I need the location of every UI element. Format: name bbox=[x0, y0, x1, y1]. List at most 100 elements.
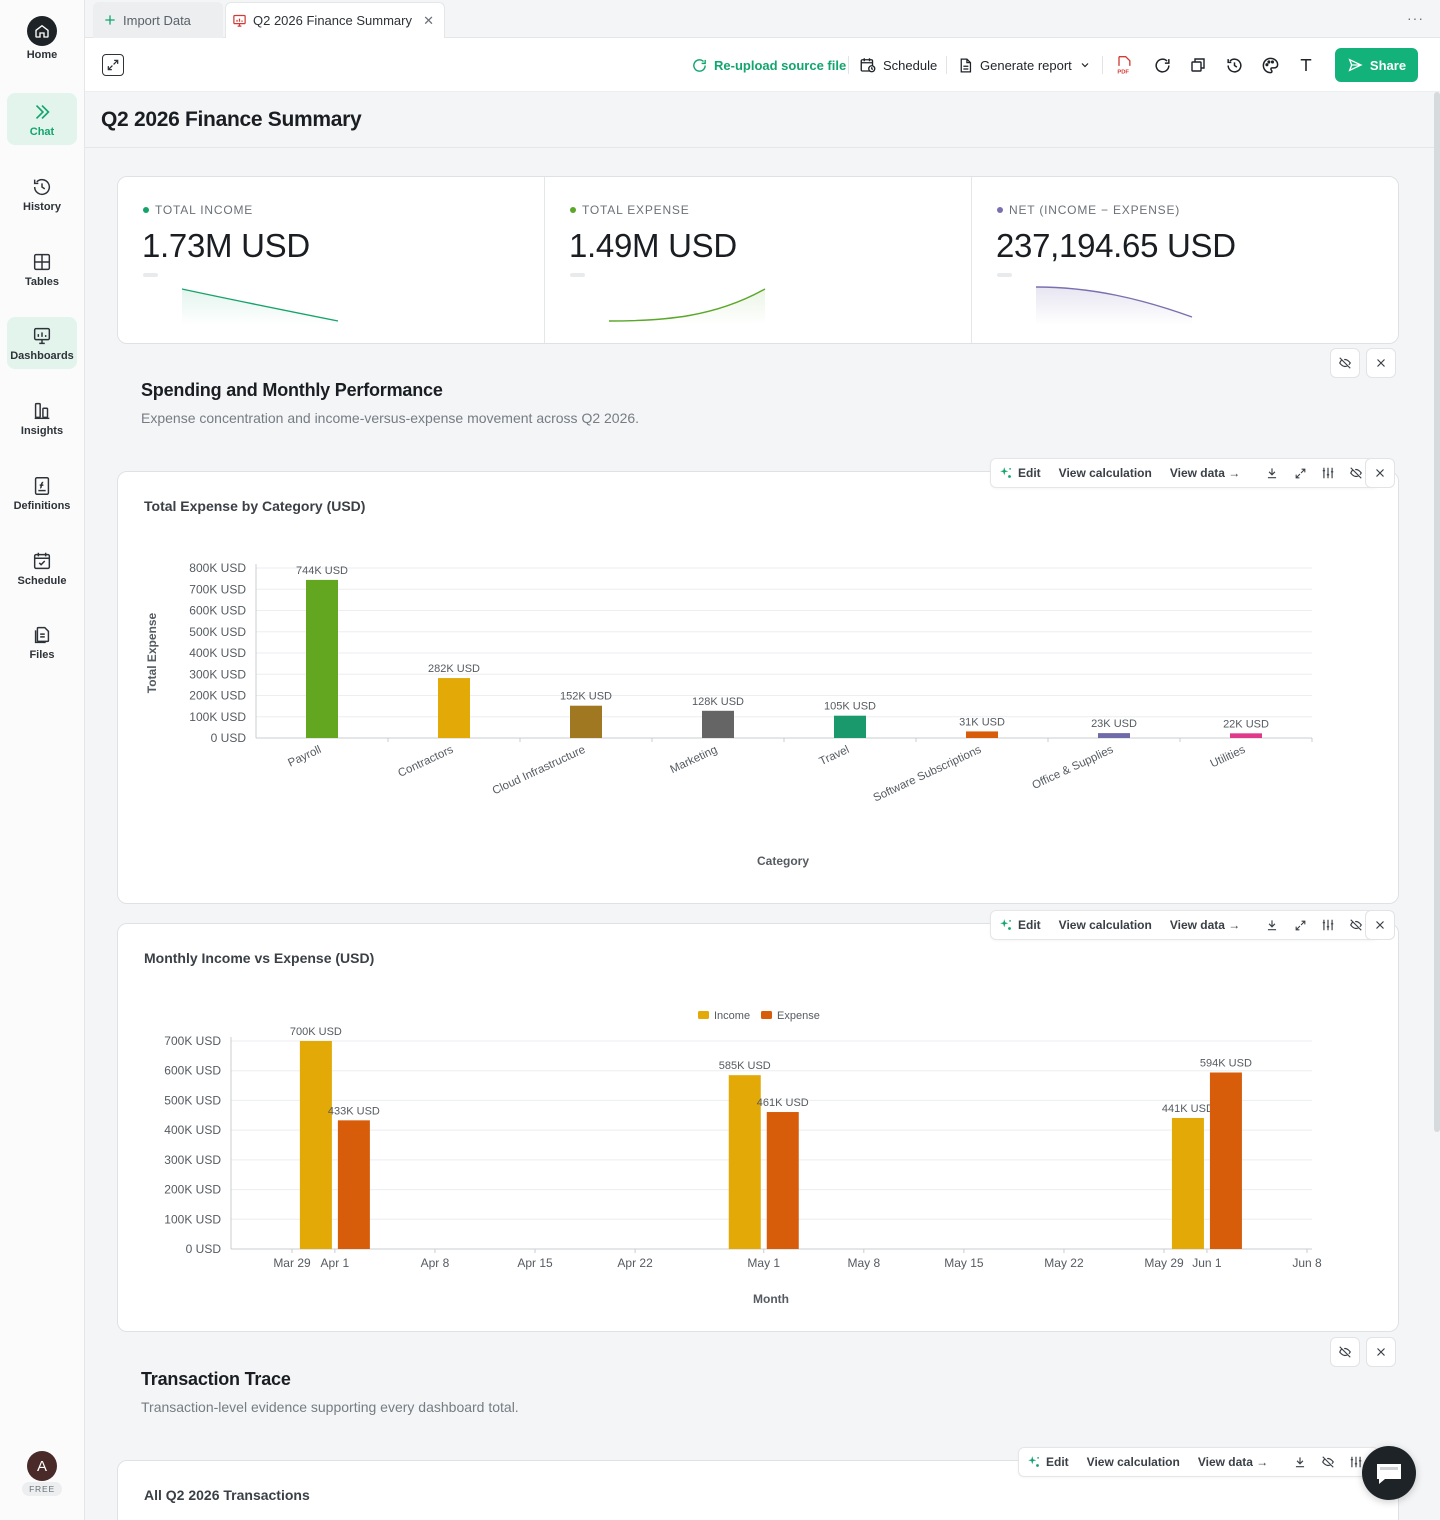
copy-icon bbox=[1191, 58, 1205, 72]
y-tick-label: 500K USD bbox=[164, 1093, 221, 1107]
expand-chart-button[interactable] bbox=[1286, 919, 1314, 932]
expand-chart-button[interactable] bbox=[1286, 467, 1314, 480]
remove-chart-button[interactable] bbox=[1365, 458, 1395, 488]
bar bbox=[1171, 1117, 1204, 1249]
sidebar-item-definitions[interactable]: Definitions bbox=[7, 467, 77, 519]
hide-chart-button[interactable] bbox=[1342, 918, 1370, 932]
text-style-button[interactable] bbox=[1295, 54, 1317, 76]
y-tick-label: 100K USD bbox=[164, 1212, 221, 1226]
sidebar-item-label: Tables bbox=[24, 275, 60, 288]
avatar[interactable]: A bbox=[27, 1451, 57, 1481]
sidebar-item-tables[interactable]: Tables bbox=[7, 243, 77, 295]
sidebar-item-insights[interactable]: Insights bbox=[7, 392, 77, 444]
legend-label: Income bbox=[714, 1010, 750, 1022]
support-chat-button[interactable] bbox=[1362, 1446, 1416, 1500]
close-icon[interactable]: ✕ bbox=[423, 12, 434, 28]
y-tick-label: 200K USD bbox=[189, 689, 246, 703]
kpi-label-text: NET (INCOME − EXPENSE) bbox=[1009, 203, 1181, 217]
sidebar-item-home[interactable]: Home bbox=[7, 12, 77, 64]
more-options-icon[interactable]: ··· bbox=[1407, 10, 1424, 26]
edit-button[interactable]: Edit bbox=[999, 466, 1041, 480]
divider bbox=[1102, 56, 1103, 74]
edit-button[interactable]: Edit bbox=[1027, 1455, 1069, 1469]
sidebar-item-dashboards[interactable]: Dashboards bbox=[7, 317, 77, 369]
share-label: Share bbox=[1369, 57, 1407, 73]
remove-section-button[interactable] bbox=[1366, 1337, 1396, 1367]
kpi-label: NET (INCOME − EXPENSE) bbox=[997, 203, 1180, 217]
generate-report-button[interactable]: Generate report bbox=[957, 55, 1097, 75]
bar bbox=[570, 705, 602, 738]
view-data-button[interactable]: View data → bbox=[1169, 466, 1241, 480]
chart-settings-button[interactable] bbox=[1314, 918, 1342, 932]
reupload-button[interactable]: Re-upload source file bbox=[691, 55, 846, 75]
kpi-label-text: TOTAL INCOME bbox=[155, 203, 254, 217]
download-button[interactable] bbox=[1286, 1455, 1314, 1469]
chart-settings-button[interactable] bbox=[1314, 466, 1342, 480]
kpi-value: 237,194.65 USD bbox=[996, 227, 1236, 264]
dashboard-icon bbox=[33, 327, 51, 344]
kpi-card-total-income[interactable]: TOTAL INCOME 1.73M USD bbox=[118, 177, 545, 343]
share-button[interactable]: Share bbox=[1335, 48, 1418, 82]
scrollbar[interactable] bbox=[1434, 92, 1440, 1132]
sidebar-item-schedule[interactable]: Schedule bbox=[7, 542, 77, 594]
view-data-button[interactable]: View data → bbox=[1197, 1455, 1269, 1469]
schedule-button[interactable]: Schedule bbox=[859, 55, 937, 75]
y-tick-label: 500K USD bbox=[189, 625, 246, 639]
history-icon bbox=[1226, 57, 1242, 73]
tab-current-dashboard[interactable]: Q2 2026 Finance Summary ✕ bbox=[225, 2, 445, 38]
table-settings-button[interactable] bbox=[1342, 1455, 1370, 1469]
edit-button[interactable]: Edit bbox=[999, 918, 1041, 932]
hide-chart-button[interactable] bbox=[1342, 466, 1370, 480]
x-axis-label: Month bbox=[753, 1292, 789, 1306]
hide-section-button[interactable] bbox=[1330, 348, 1360, 378]
refresh-button[interactable] bbox=[1151, 54, 1173, 76]
duplicate-button[interactable] bbox=[1187, 54, 1209, 76]
send-icon bbox=[1348, 58, 1363, 72]
tab-import-data[interactable]: Import Data bbox=[93, 2, 223, 38]
x-tick-label: Utilities bbox=[1209, 744, 1248, 771]
table-grid-icon bbox=[33, 253, 51, 270]
bar bbox=[1209, 1072, 1242, 1249]
legend-swatch bbox=[761, 1011, 772, 1019]
home-icon bbox=[27, 15, 57, 46]
bar bbox=[966, 731, 998, 738]
hide-section-button[interactable] bbox=[1330, 1337, 1360, 1367]
y-tick-label: 700K USD bbox=[164, 1034, 221, 1048]
download-icon bbox=[1268, 920, 1277, 931]
sidebar-item-history[interactable]: History bbox=[7, 168, 77, 220]
theme-button[interactable] bbox=[1259, 54, 1281, 76]
kpi-value: 1.73M USD bbox=[142, 227, 310, 264]
sidebar-item-chat[interactable]: Chat bbox=[7, 93, 77, 145]
chevron-down-icon bbox=[1081, 63, 1089, 68]
data-label: 461K USD bbox=[757, 1097, 809, 1109]
kpi-card-net[interactable]: NET (INCOME − EXPENSE) 237,194.65 USD bbox=[972, 177, 1398, 343]
hide-table-button[interactable] bbox=[1314, 1455, 1342, 1469]
kpi-card-total-expense[interactable]: TOTAL EXPENSE 1.49M USD bbox=[545, 177, 972, 343]
view-calculation-button[interactable]: View calculation bbox=[1086, 1455, 1180, 1469]
sidebar-item-files[interactable]: Files bbox=[7, 616, 77, 668]
x-tick-label: May 29 bbox=[1144, 1256, 1184, 1270]
view-data-button[interactable]: View data → bbox=[1169, 918, 1241, 932]
plus-icon bbox=[105, 15, 115, 25]
x-tick-label: May 15 bbox=[944, 1256, 984, 1270]
view-calculation-button[interactable]: View calculation bbox=[1058, 918, 1152, 932]
y-tick-label: 200K USD bbox=[164, 1183, 221, 1197]
close-icon bbox=[1376, 921, 1384, 929]
dashboard-icon bbox=[233, 14, 246, 27]
download-button[interactable] bbox=[1258, 918, 1286, 932]
view-calculation-button[interactable]: View calculation bbox=[1058, 466, 1152, 480]
history-icon bbox=[33, 178, 51, 195]
export-pdf-button[interactable]: PDF bbox=[1113, 54, 1135, 76]
reupload-label: Re-upload source file bbox=[714, 57, 847, 73]
status-dot-icon bbox=[143, 207, 149, 213]
remove-chart-button[interactable] bbox=[1365, 910, 1395, 940]
download-icon bbox=[1268, 468, 1277, 479]
fullscreen-button[interactable] bbox=[102, 54, 124, 76]
remove-section-button[interactable] bbox=[1366, 348, 1396, 378]
status-dot-icon bbox=[570, 207, 576, 213]
kpi-label: TOTAL EXPENSE bbox=[570, 203, 690, 217]
download-button[interactable] bbox=[1258, 466, 1286, 480]
version-history-button[interactable] bbox=[1223, 54, 1245, 76]
x-axis-label: Category bbox=[757, 854, 809, 868]
sliders-icon bbox=[1323, 467, 1334, 479]
